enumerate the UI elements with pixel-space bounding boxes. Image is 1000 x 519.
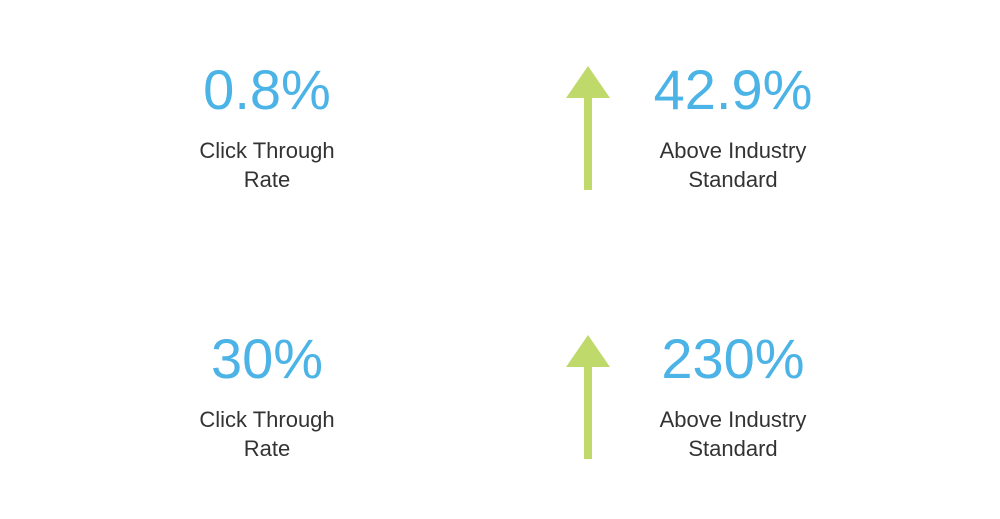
stat-label: Click Through Rate [117, 405, 417, 463]
stat-ctr-2: 30% Click Through Rate [117, 331, 417, 463]
stat-label: Click Through Rate [117, 136, 417, 194]
stat-value: 30% [210, 327, 324, 390]
stat-value: 230% [661, 327, 805, 390]
stat-label-line: Rate [243, 436, 291, 461]
stat-industry-2: 230% Above Industry Standard [583, 331, 883, 463]
stat-label-line: Above Industry [659, 138, 807, 163]
stat-label-line: Rate [243, 167, 291, 192]
stat-label: Above Industry Standard [583, 405, 883, 463]
stat-label-line: Click Through [199, 138, 335, 163]
stat-label: Above Industry Standard [583, 136, 883, 194]
stat-label-line: Above Industry [659, 407, 807, 432]
arrow-up-icon [566, 335, 610, 459]
arrow-up-icon [566, 66, 610, 190]
stat-label-line: Click Through [199, 407, 335, 432]
stat-label-line: Standard [688, 167, 778, 192]
stat-industry-1: 42.9% Above Industry Standard [583, 62, 883, 194]
stat-value: 0.8% [203, 58, 331, 121]
stat-ctr-1: 0.8% Click Through Rate [117, 62, 417, 194]
stat-value: 42.9% [653, 58, 813, 121]
stat-label-line: Standard [688, 436, 778, 461]
